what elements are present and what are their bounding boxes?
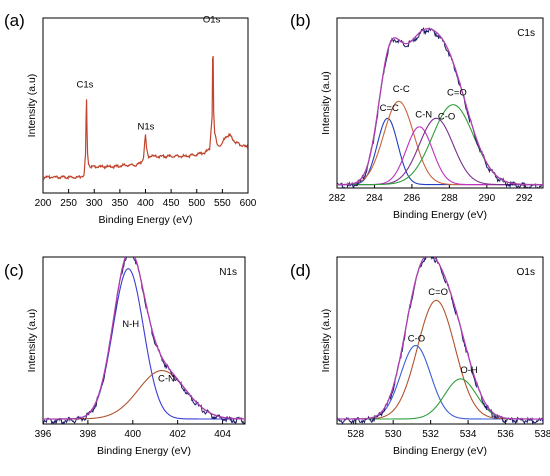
peak-label-N1s: N1s bbox=[138, 121, 155, 132]
peak-label-C-C: C-C bbox=[393, 84, 410, 95]
panel-d: (d) O1s 528 530 532 534 536 538 Binding Energy (… bbox=[290, 256, 550, 457]
y-axis-title: Intensity (a.u) bbox=[26, 309, 38, 373]
peak-label-C=O: C=O bbox=[447, 88, 467, 99]
panel-label: (c) bbox=[4, 261, 24, 280]
peak-label-C-O: C-O bbox=[408, 334, 425, 345]
peak-label-C-N: C-N bbox=[415, 110, 432, 121]
y-axis-title: Intensity (a.u) bbox=[26, 74, 38, 138]
x-tick-label: 536 bbox=[497, 429, 514, 440]
x-tick-label: 400 bbox=[137, 198, 154, 209]
x-tick-label: 290 bbox=[478, 193, 495, 204]
panel-label: (d) bbox=[290, 261, 311, 280]
fitted-envelope bbox=[43, 257, 245, 420]
x-tick-label: 404 bbox=[214, 429, 231, 440]
plot-frame bbox=[42, 17, 249, 194]
peak-label-C-N: C-N bbox=[158, 374, 175, 385]
component-C-O bbox=[337, 344, 543, 420]
component-C-N bbox=[43, 370, 245, 420]
panel-label: (b) bbox=[290, 11, 311, 30]
measured-spectrum bbox=[43, 257, 245, 424]
peak-label-O-H: O-H bbox=[460, 365, 478, 376]
x-tick-label: 288 bbox=[441, 193, 458, 204]
peak-label-C=C: C=C bbox=[380, 103, 399, 114]
peak-label-C1s: C1s bbox=[76, 79, 93, 90]
x-tick-label: 300 bbox=[86, 198, 103, 209]
core-level-label: C1s bbox=[517, 28, 535, 39]
series-survey bbox=[43, 55, 248, 181]
x-tick-label: 500 bbox=[188, 198, 205, 209]
peak-label-C-O: C-O bbox=[438, 112, 455, 123]
panel-c: (c) N1s 396 398 400 402 404 Binding Energy (eV)… bbox=[4, 256, 246, 457]
y-axis-title: Intensity (a.u) bbox=[320, 71, 332, 135]
curves bbox=[337, 257, 543, 424]
x-tick-label: 402 bbox=[169, 429, 186, 440]
x-tick-label: 538 bbox=[535, 429, 550, 440]
x-tick-label: 286 bbox=[404, 193, 421, 204]
x-tick-label: 528 bbox=[347, 429, 364, 440]
peak-label-O1s: O1s bbox=[203, 15, 221, 26]
x-axis-title: Binding Energy (eV) bbox=[393, 209, 487, 221]
x-axis-title: Binding Energy (eV) bbox=[97, 445, 191, 457]
x-tick-label: 250 bbox=[60, 198, 77, 209]
x-tick-label: 550 bbox=[214, 198, 231, 209]
x-tick-label: 282 bbox=[329, 193, 346, 204]
y-axis-title: Intensity (a.u) bbox=[320, 309, 332, 373]
core-level-label: N1s bbox=[219, 267, 237, 278]
panel-b: (b) C1s 282 284 286 288 290 292 Binding Energy (… bbox=[290, 11, 544, 221]
plot-frame bbox=[336, 17, 544, 189]
plot-frame bbox=[42, 256, 246, 425]
x-tick-label: 284 bbox=[366, 193, 383, 204]
x-tick-label: 400 bbox=[124, 429, 141, 440]
x-tick-label: 600 bbox=[240, 198, 257, 209]
x-tick-label: 350 bbox=[112, 198, 129, 209]
x-tick-label: 530 bbox=[385, 429, 402, 440]
curves bbox=[337, 26, 543, 188]
component-C-N bbox=[337, 126, 543, 186]
x-axis-title: Binding Energy (eV) bbox=[99, 214, 193, 226]
curves bbox=[43, 257, 245, 424]
x-tick-label: 450 bbox=[163, 198, 180, 209]
measured-spectrum bbox=[337, 257, 543, 424]
x-tick-label: 200 bbox=[35, 198, 52, 209]
plot-frame bbox=[336, 256, 544, 425]
x-axis-title: Binding Energy (eV) bbox=[393, 445, 487, 457]
fitted-envelope bbox=[337, 28, 543, 186]
panel-a: (a) 200 250 300 350 400 450 500 550 600 Binding En… bbox=[4, 11, 257, 226]
x-tick-label: 534 bbox=[460, 429, 477, 440]
x-tick-label: 292 bbox=[516, 193, 533, 204]
panel-label: (a) bbox=[4, 11, 25, 30]
x-tick-label: 532 bbox=[422, 429, 439, 440]
peak-label-N-H: N-H bbox=[122, 319, 139, 330]
x-tick-label: 396 bbox=[35, 429, 52, 440]
peak-label-C=O: C=O bbox=[428, 287, 448, 298]
curves bbox=[43, 55, 248, 181]
x-tick-label: 398 bbox=[80, 429, 97, 440]
core-level-label: O1s bbox=[517, 267, 535, 278]
fitted-envelope bbox=[337, 257, 543, 420]
